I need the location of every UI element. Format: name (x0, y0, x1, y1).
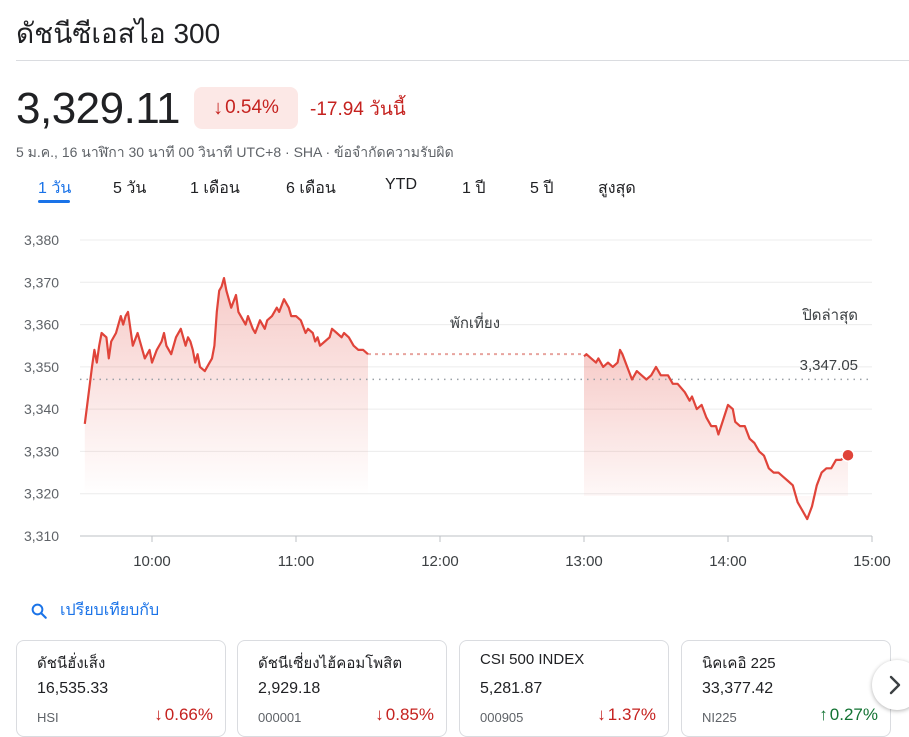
card-name: นิคเคอิ 225 (702, 655, 776, 672)
card-change: ↓ 1.37% (597, 705, 656, 725)
card-symbol: 000001 (258, 710, 302, 725)
x-tick-label: 14:00 (709, 553, 747, 570)
card-change-value: 0.27% (829, 705, 878, 724)
tab-1-day[interactable]: 1 วัน (38, 180, 72, 197)
absolute-change: -17.94 วันนี้ (310, 99, 406, 120)
y-tick-label: 3,330 (24, 443, 59, 459)
morning-area-fill (84, 278, 369, 496)
tab-ytd[interactable]: YTD (385, 176, 417, 193)
x-tick-label: 11:00 (278, 553, 314, 570)
prev-close-value: 3,347.05 (800, 357, 858, 374)
arrow-down-icon: ↓ (213, 96, 224, 119)
card-name: ดัชนีเซี่ยงไฮ้คอมโพสิต (258, 655, 403, 672)
compare-link[interactable]: เปรียบเทียบกับ (30, 598, 159, 623)
card-value: 16,535.33 (37, 680, 109, 697)
arrow-down-icon: ↓ (597, 705, 606, 724)
price-chart[interactable]: 3,380 3,370 3,360 3,350 3,340 3,330 3,320 3,310… (0, 220, 909, 580)
x-tick-label: 10:00 (133, 553, 171, 570)
afternoon-price-line (583, 348, 849, 521)
card-name: CSI 500 INDEX (480, 651, 585, 668)
header-divider (16, 60, 909, 61)
y-tick-label: 3,360 (24, 317, 59, 333)
card-value: 2,929.18 (258, 680, 321, 697)
compare-card-ni225[interactable]: นิคเคอิ 225 33,377.42 NI225 ↑ 0.27% (681, 640, 891, 737)
percent-change-value: 0.54% (225, 97, 279, 118)
y-tick-label: 3,380 (24, 232, 59, 248)
card-symbol: 000905 (480, 710, 524, 725)
compare-card-000905[interactable]: CSI 500 INDEX 5,281.87 000905 ↓ 1.37% (459, 640, 669, 737)
card-symbol: NI225 (702, 710, 737, 725)
card-change-value: 0.85% (385, 705, 434, 724)
compare-card-000001[interactable]: ดัชนีเซี่ยงไฮ้คอมโพสิต 2,929.18 000001 ↓… (237, 640, 447, 737)
y-tick-label: 3,370 (24, 274, 59, 290)
next-cards-button[interactable] (872, 660, 909, 710)
x-tick-label: 15:00 (853, 553, 891, 570)
tab-5-days[interactable]: 5 วัน (113, 180, 147, 197)
card-value: 33,377.42 (702, 680, 774, 697)
active-tab-indicator (38, 200, 70, 203)
current-price: 3,329.11 (16, 84, 181, 133)
card-name: ดัชนีฮั่งเส็ง (37, 655, 106, 672)
prev-close-label: ปิดล่าสุด (801, 307, 858, 325)
search-icon (31, 603, 47, 619)
morning-price-line (83, 277, 369, 425)
compare-card-hsi[interactable]: ดัชนีฮั่งเส็ง 16,535.33 HSI ↓ 0.66% (16, 640, 226, 737)
card-change: ↓ 0.66% (154, 705, 213, 725)
arrow-down-icon: ↓ (154, 705, 163, 724)
y-tick-label: 3,340 (24, 401, 59, 417)
y-tick-label: 3,320 (24, 486, 59, 502)
lunch-break-label: พักเที่ยง (450, 312, 500, 332)
tab-5-years[interactable]: 5 ปี (530, 180, 554, 197)
compare-label: เปรียบเทียบกับ (60, 602, 160, 619)
x-tick-label: 12:00 (421, 553, 459, 570)
card-change: ↓ 0.85% (375, 705, 434, 725)
page-title: ดัชนีซีเอสไอ 300 (16, 18, 221, 49)
last-price-dot[interactable] (841, 448, 855, 462)
quote-meta: 5 ม.ค., 16 นาฬิกา 30 นาที 00 วินาที UTC+… (16, 144, 454, 160)
arrow-down-icon: ↓ (375, 705, 384, 724)
card-change-value: 0.66% (164, 705, 213, 724)
tab-1-year[interactable]: 1 ปี (462, 180, 486, 197)
y-tick-label: 3,310 (24, 528, 59, 544)
x-tick-label: 13:00 (565, 553, 603, 570)
percent-change-badge: ↓ 0.54% (194, 87, 298, 129)
card-value: 5,281.87 (480, 680, 543, 697)
tab-6-months[interactable]: 6 เดือน (286, 180, 336, 197)
arrow-up-icon: ↑ (819, 705, 828, 724)
tab-max[interactable]: สูงสุด (598, 180, 636, 197)
chevron-right-icon (889, 675, 901, 695)
y-tick-label: 3,350 (24, 359, 59, 375)
tab-1-month[interactable]: 1 เดือน (190, 180, 240, 197)
card-change-value: 1.37% (607, 705, 656, 724)
card-symbol: HSI (37, 710, 59, 725)
card-change: ↑ 0.27% (819, 705, 878, 725)
